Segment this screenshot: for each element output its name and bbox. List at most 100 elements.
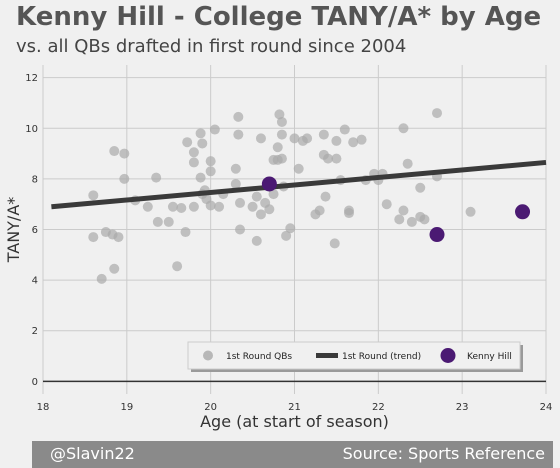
qb-point <box>268 189 279 200</box>
qb-point <box>235 224 246 235</box>
legend-marker-qbs <box>203 350 213 361</box>
legend-label-trend: 1st Round (trend) <box>342 352 421 362</box>
qb-point <box>343 205 354 216</box>
qb-point <box>281 230 292 241</box>
qb-point <box>167 201 178 212</box>
qb-point <box>205 156 216 167</box>
qb-point <box>119 173 130 184</box>
qb-point <box>272 142 283 153</box>
qb-point <box>264 204 275 215</box>
x-tick-label: 22 <box>372 402 385 413</box>
qb-point <box>394 214 405 225</box>
footer-handle: @Slavin22 <box>50 444 135 463</box>
qb-point <box>88 232 99 243</box>
y-tick-label: 4 <box>32 276 38 287</box>
qb-point <box>302 133 313 144</box>
footer-source: Source: Sports Reference <box>342 444 545 463</box>
chart-title: Kenny Hill - College TANY/A* by Age <box>16 2 542 32</box>
kenny-hill-point <box>261 176 277 192</box>
y-tick-label: 6 <box>32 225 38 236</box>
x-tick-label: 21 <box>288 402 301 413</box>
x-tick-label: 18 <box>37 402 50 413</box>
x-tick-label: 23 <box>456 402 469 413</box>
qb-point <box>214 201 225 212</box>
qb-point <box>289 133 300 144</box>
qb-point <box>323 153 334 164</box>
y-axis-label: TANY/A* <box>4 197 23 264</box>
qb-point <box>329 238 340 249</box>
qb-point <box>188 201 199 212</box>
qb-point <box>230 178 241 189</box>
qb-point <box>180 227 191 238</box>
qb-point <box>381 199 392 210</box>
qb-point <box>230 163 241 174</box>
y-tick-label: 8 <box>32 174 38 185</box>
qb-point <box>339 124 350 135</box>
qb-point <box>348 137 359 148</box>
qb-point <box>276 129 287 140</box>
qb-point <box>205 200 216 211</box>
qb-point <box>398 205 409 216</box>
x-tick-label: 24 <box>540 402 553 413</box>
qb-point <box>88 190 99 201</box>
qb-point <box>247 201 258 212</box>
qb-point <box>233 129 244 140</box>
legend-label-kenny-hill: Kenny Hill <box>467 352 512 362</box>
qb-point <box>255 209 266 220</box>
qb-point <box>163 216 174 227</box>
qb-point <box>96 273 107 284</box>
qb-point <box>320 191 331 202</box>
x-tick-label: 20 <box>204 402 217 413</box>
qb-point <box>182 137 193 148</box>
footer-bar: @Slavin22 Source: Sports Reference <box>32 441 553 468</box>
qb-point <box>406 216 417 227</box>
qb-point <box>432 108 443 119</box>
qb-point <box>318 129 329 140</box>
qb-point <box>274 109 285 120</box>
qb-point <box>152 216 163 227</box>
qb-point <box>209 124 220 135</box>
y-tick-label: 2 <box>32 326 38 337</box>
x-axis-label: Age (at start of season) <box>200 412 389 431</box>
y-tick-label: 10 <box>25 124 38 135</box>
qb-point <box>293 163 304 174</box>
qb-point <box>255 133 266 144</box>
qb-point <box>188 157 199 168</box>
qb-point <box>113 232 124 243</box>
y-tick-label: 0 <box>32 377 38 388</box>
qb-point <box>172 261 183 272</box>
qb-point <box>398 123 409 134</box>
qb-point <box>205 166 216 177</box>
qb-point <box>251 191 262 202</box>
x-tick-label: 19 <box>120 402 133 413</box>
qb-point <box>233 111 244 122</box>
qb-point <box>119 148 130 159</box>
qb-point <box>188 147 199 158</box>
qb-point <box>402 158 413 169</box>
qb-point <box>276 116 287 127</box>
qb-point <box>195 172 206 183</box>
qb-point <box>419 214 430 225</box>
chart-subtitle: vs. all QBs drafted in first round since… <box>16 36 407 57</box>
qb-point <box>331 135 342 146</box>
qb-point <box>415 182 426 193</box>
qb-point <box>142 201 153 212</box>
qb-point <box>109 263 120 274</box>
qb-point <box>151 172 162 183</box>
y-tick-label: 12 <box>25 73 38 84</box>
qb-point <box>109 146 120 157</box>
legend-box <box>187 341 521 370</box>
qb-point <box>356 134 367 145</box>
qb-point <box>176 202 187 213</box>
qb-point <box>251 235 262 246</box>
trend-line <box>51 159 547 210</box>
qb-point <box>235 197 246 208</box>
legend-label-qbs: 1st Round QBs <box>226 352 292 362</box>
qb-point <box>197 138 208 149</box>
qb-point <box>314 205 325 216</box>
qb-point <box>195 128 206 139</box>
kenny-hill-point <box>429 227 445 243</box>
qb-point <box>465 206 476 217</box>
qb-point <box>276 153 287 164</box>
